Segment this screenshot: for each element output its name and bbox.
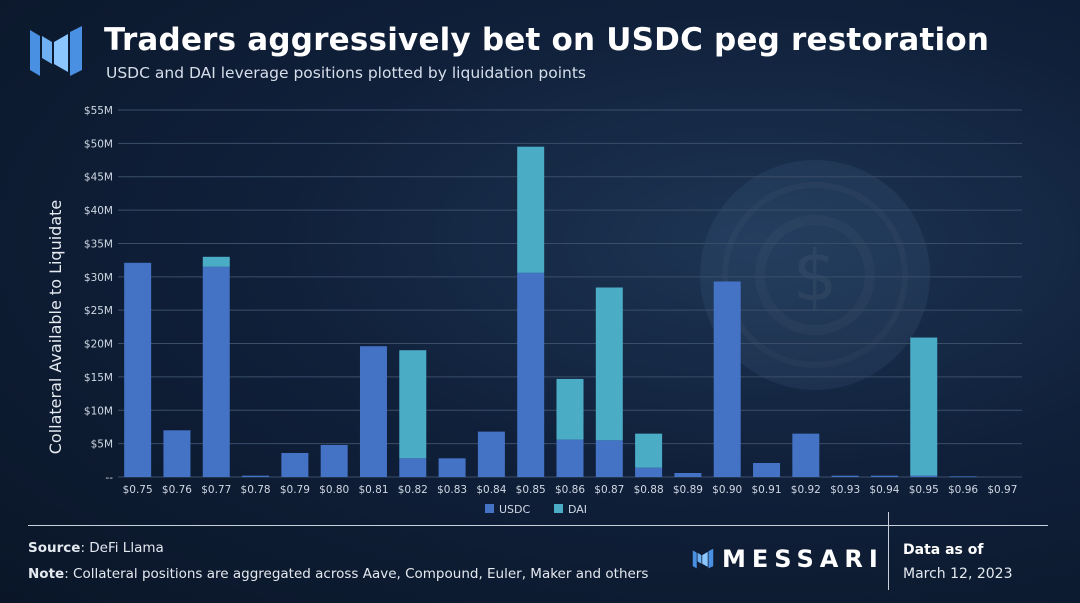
legend: USDC DAI [485,503,587,516]
x-tick-label: $0.77 [201,484,231,496]
y-tick-label: -- [105,472,113,484]
x-tick-label: $0.78 [241,484,271,496]
chart-subtitle: USDC and DAI leverage positions plotted … [106,64,587,82]
messari-logo-icon [30,26,82,76]
legend-swatch-usdc [485,504,494,513]
bar-dai-0.95 [910,337,938,476]
y-tick-label: $35M [84,238,113,250]
chart-title: Traders aggressively bet on USDC peg res… [104,22,990,58]
messari-brand: MESSARI [692,545,884,573]
y-tick-label: $40M [84,205,113,217]
y-tick-label: $10M [84,405,113,417]
bar-usdc-0.87 [595,440,623,477]
bar-usdc-0.77 [202,266,230,477]
legend-swatch-dai [554,504,563,513]
x-tick-label: $0.81 [358,484,388,496]
y-tick-label: $30M [84,272,113,284]
bars [124,146,977,478]
x-tick-label: $0.93 [830,484,860,496]
bar-usdc-0.96 [949,476,977,478]
bar-usdc-0.89 [674,472,702,477]
gridlines [118,109,1022,478]
x-axis-ticks: $0.75 $0.76 $0.77 $0.78 $0.79 $0.80 $0.81 $0.82… [123,484,1018,496]
bar-usdc-0.90 [713,281,741,477]
footer-divider [28,525,1048,526]
y-tick-label: $45M [84,172,113,184]
messari-small-logo-icon [692,548,714,569]
x-tick-label: $0.83 [437,484,467,496]
bar-usdc-0.79 [281,452,309,477]
x-tick-label: $0.96 [948,484,978,496]
x-tick-label: $0.91 [751,484,781,496]
y-tick-label: $55M [84,105,113,117]
bar-usdc-0.93 [831,475,859,477]
y-axis-label: Collateral Available to Liquidate [46,200,65,455]
bar-usdc-0.80 [320,444,348,477]
bar-usdc-0.86 [556,439,584,477]
bar-dai-0.87 [595,287,623,441]
stacked-bar-chart: $ -- $5M $10M $15M $20M $25M $30M $35M $40M $45M $… [46,105,1022,516]
bar-usdc-0.92 [792,433,820,477]
x-tick-label: $0.76 [162,484,192,496]
bar-usdc-0.83 [438,458,466,477]
bar-usdc-0.76 [163,430,191,477]
x-tick-label: $0.87 [594,484,624,496]
source-text: : DeFi Llama [80,540,164,556]
svg-text:$: $ [793,235,838,317]
bar-dai-0.88 [635,433,663,468]
x-tick-label: $0.82 [398,484,428,496]
source-label: Source [28,540,81,556]
x-tick-label: $0.95 [909,484,939,496]
bar-usdc-0.91 [753,462,781,477]
note-line: Note: Collateral positions are aggregate… [28,566,648,582]
x-tick-label: $0.79 [280,484,310,496]
bar-usdc-0.82 [399,458,427,477]
x-tick-label: $0.94 [869,484,899,496]
x-tick-label: $0.85 [516,484,546,496]
note-label: Note [28,566,65,582]
data-as-of-date: March 12, 2023 [903,566,1013,582]
y-tick-label: $5M [91,439,113,451]
y-tick-label: $25M [84,305,113,317]
brand-name: MESSARI [722,545,884,573]
x-tick-label: $0.80 [319,484,349,496]
note-text: : Collateral positions are aggregated ac… [64,566,649,582]
x-tick-label: $0.92 [791,484,821,496]
bar-dai-0.77 [202,256,230,267]
y-axis-ticks: -- $5M $10M $15M $20M $25M $30M $35M $40M $45M $50… [84,105,113,484]
bar-usdc-0.84 [477,431,505,477]
y-tick-label: $15M [84,372,113,384]
bar-usdc-0.85 [517,272,545,477]
data-as-of-label: Data as of [903,542,984,558]
bar-usdc-0.88 [635,467,663,477]
x-tick-label: $0.90 [712,484,742,496]
bar-dai-0.85 [517,146,545,273]
x-tick-label: $0.89 [673,484,703,496]
bar-usdc-0.81 [359,346,387,477]
bar-dai-0.82 [399,350,427,459]
legend-label-usdc: USDC [499,503,531,516]
source-line: Source: DeFi Llama [28,540,164,556]
bar-usdc-0.95 [910,475,938,477]
bar-usdc-0.94 [870,475,898,477]
x-tick-label: $0.88 [634,484,664,496]
x-tick-label: $0.75 [123,484,153,496]
x-tick-label: $0.97 [987,484,1017,496]
x-tick-label: $0.86 [555,484,585,496]
usdc-coin-watermark: $ [700,160,930,390]
y-tick-label: $20M [84,339,113,351]
bar-usdc-0.78 [242,475,270,477]
bar-usdc-0.75 [124,262,152,477]
y-tick-label: $50M [84,138,113,150]
x-tick-label: $0.84 [476,484,506,496]
bar-dai-0.86 [556,378,584,440]
legend-label-dai: DAI [568,503,587,516]
footer-vertical-divider [888,512,889,590]
